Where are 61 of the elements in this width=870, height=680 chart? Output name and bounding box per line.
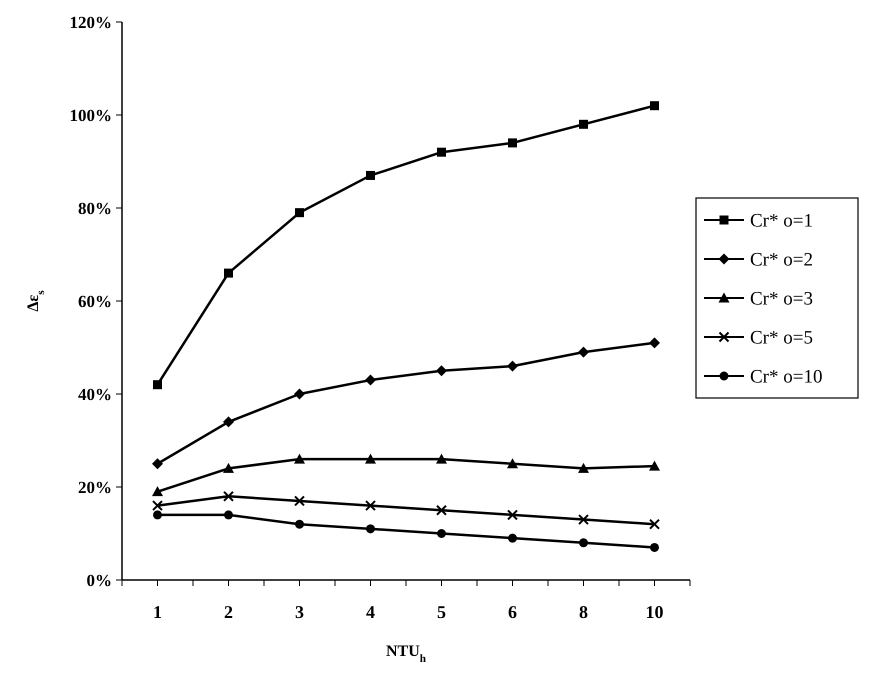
x-tick-label: 2 <box>224 602 233 622</box>
point <box>650 542 659 552</box>
point <box>649 518 660 530</box>
y-tick-label: 60% <box>78 292 112 311</box>
point <box>223 416 234 428</box>
y-tick-label: 20% <box>78 478 112 497</box>
y-tick-label: 80% <box>78 198 112 218</box>
point <box>436 454 447 464</box>
point <box>152 500 163 512</box>
point <box>294 388 305 400</box>
point <box>223 462 234 473</box>
y-tick-label: 120% <box>70 12 112 32</box>
point <box>507 458 518 468</box>
point <box>437 529 446 538</box>
legend-label: Cr* o=1 <box>750 210 813 232</box>
y-tick-label: 40% <box>78 384 112 404</box>
point <box>365 500 376 512</box>
point <box>366 524 375 534</box>
x-tick-label: 10 <box>646 602 664 622</box>
x-tick-label: 6 <box>508 602 517 622</box>
point <box>507 360 518 372</box>
y-tick-label: 100% <box>70 106 112 125</box>
x-tick-label: 1 <box>153 602 162 622</box>
point <box>152 458 163 470</box>
legend-label: Cr* o=2 <box>750 250 813 271</box>
point <box>508 138 517 148</box>
point <box>294 454 305 464</box>
point <box>507 509 518 520</box>
point <box>153 380 162 390</box>
x-axis-title: NTU$_{h}$ <box>386 643 427 665</box>
point <box>649 337 660 348</box>
x-tick-label: 4 <box>366 602 375 622</box>
point <box>365 374 376 386</box>
legend-label: Cr* o=3 <box>750 288 813 310</box>
point <box>223 490 234 502</box>
point <box>436 504 447 516</box>
point <box>224 510 233 520</box>
point <box>295 520 304 529</box>
point <box>578 462 589 473</box>
point <box>294 495 305 506</box>
point <box>650 101 659 110</box>
y-tick-label: 0% <box>86 570 112 590</box>
x-tick-label: 8 <box>579 602 588 622</box>
point <box>437 148 446 157</box>
point <box>578 346 589 358</box>
point <box>579 538 588 548</box>
point <box>295 208 304 218</box>
point <box>508 534 517 543</box>
point <box>578 514 589 526</box>
point <box>152 486 163 496</box>
point <box>153 510 162 520</box>
point <box>649 460 660 471</box>
point <box>436 365 447 376</box>
point <box>224 268 233 278</box>
legend-label: Cr* o=5 <box>750 328 813 349</box>
point <box>365 454 376 464</box>
x-tick-label: 5 <box>437 602 446 622</box>
point <box>366 170 375 180</box>
point <box>579 120 588 129</box>
legend-label: Cr* o=10 <box>750 366 822 388</box>
x-tick-label: 3 <box>295 602 304 622</box>
